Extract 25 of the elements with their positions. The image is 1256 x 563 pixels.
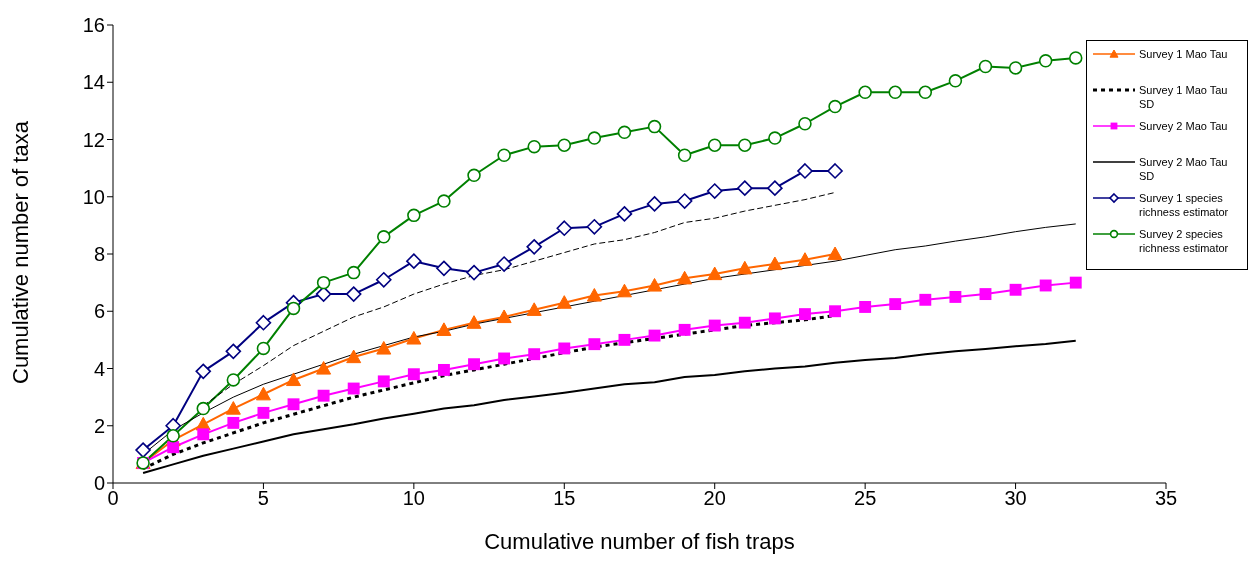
legend-label: Survey 2 Mao Tau SD [1139,155,1229,183]
y-tick-label: 12 [82,128,105,151]
legend-label: Survey 1 Mao Tau [1139,47,1228,61]
legend-label: Survey 1 Mao Tau SD [1139,83,1229,111]
legend-label: Survey 2 species richness estimator [1139,227,1230,255]
y-tick-label: 14 [82,71,105,94]
y-tick-label: 8 [93,243,105,266]
y-tick-label: 0 [93,472,105,495]
x-tick-label: 30 [1004,487,1027,510]
y-tick-label: 2 [93,414,105,437]
x-tick-label: 10 [402,487,425,510]
y-tick-label: 10 [82,185,105,208]
y-tick-label: 16 [82,14,105,37]
x-axis-title: Cumulative number of fish traps [484,529,795,554]
x-tick-label: 35 [1154,487,1178,510]
y-tick-label: 6 [93,300,105,323]
x-tick-label: 25 [854,487,877,510]
x-tick-label: 15 [553,487,576,510]
x-tick-label: 20 [703,487,726,510]
x-tick-label: 5 [257,487,269,510]
legend-label: Survey 1 species richness estimator [1139,191,1230,219]
y-tick-label: 4 [93,357,105,380]
legend-label: Survey 2 Mao Tau [1139,119,1228,133]
x-tick-label: 0 [107,487,119,510]
y-axis-title: Cumulative number of taxa [7,120,33,384]
